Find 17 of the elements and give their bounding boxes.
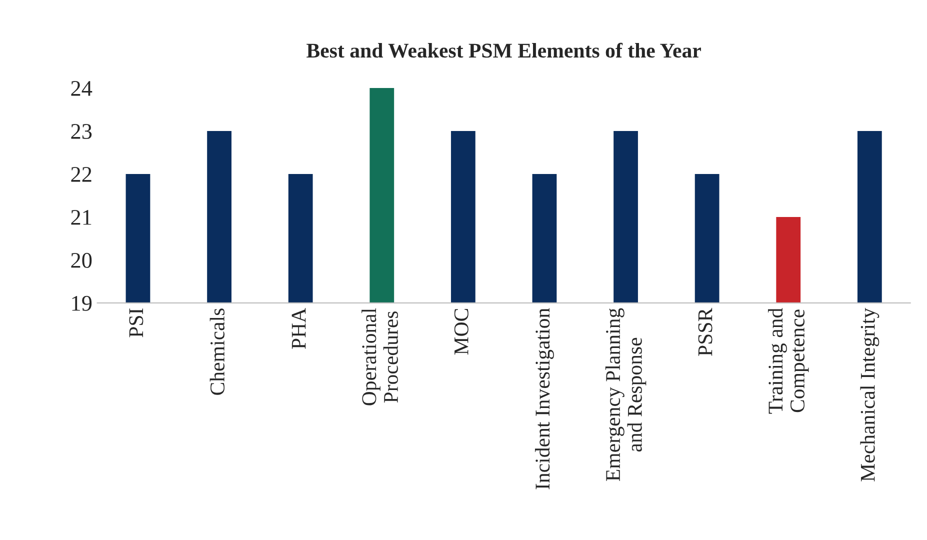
x-tick-label: PHA: [292, 308, 306, 349]
y-tick-label: 19: [72, 296, 92, 311]
x-tick-label: Incident Investigation: [534, 308, 554, 490]
y-tick-label: 21: [71, 210, 92, 225]
x-tick-label: Training and Competence: [768, 308, 809, 414]
y-tick-label: 20: [71, 252, 92, 268]
y-tick-label: 22: [71, 166, 92, 182]
x-tick-label: Mechanical Integrity: [860, 308, 880, 482]
x-tick-label: PSI: [129, 308, 144, 338]
y-tick-label: 23: [71, 124, 92, 139]
chart-title: Best and Weakest PSM Elements of the Year: [306, 42, 701, 58]
x-tick-label: Emergency Planning and Response: [605, 308, 646, 481]
y-tick-label: 24: [71, 81, 92, 96]
x-tick-label: MOC: [454, 308, 468, 355]
x-tick-label: Chemicals: [210, 308, 224, 395]
x-tick-label: Operational Procedures: [362, 308, 398, 406]
x-tick-label: PSSR: [698, 308, 712, 356]
